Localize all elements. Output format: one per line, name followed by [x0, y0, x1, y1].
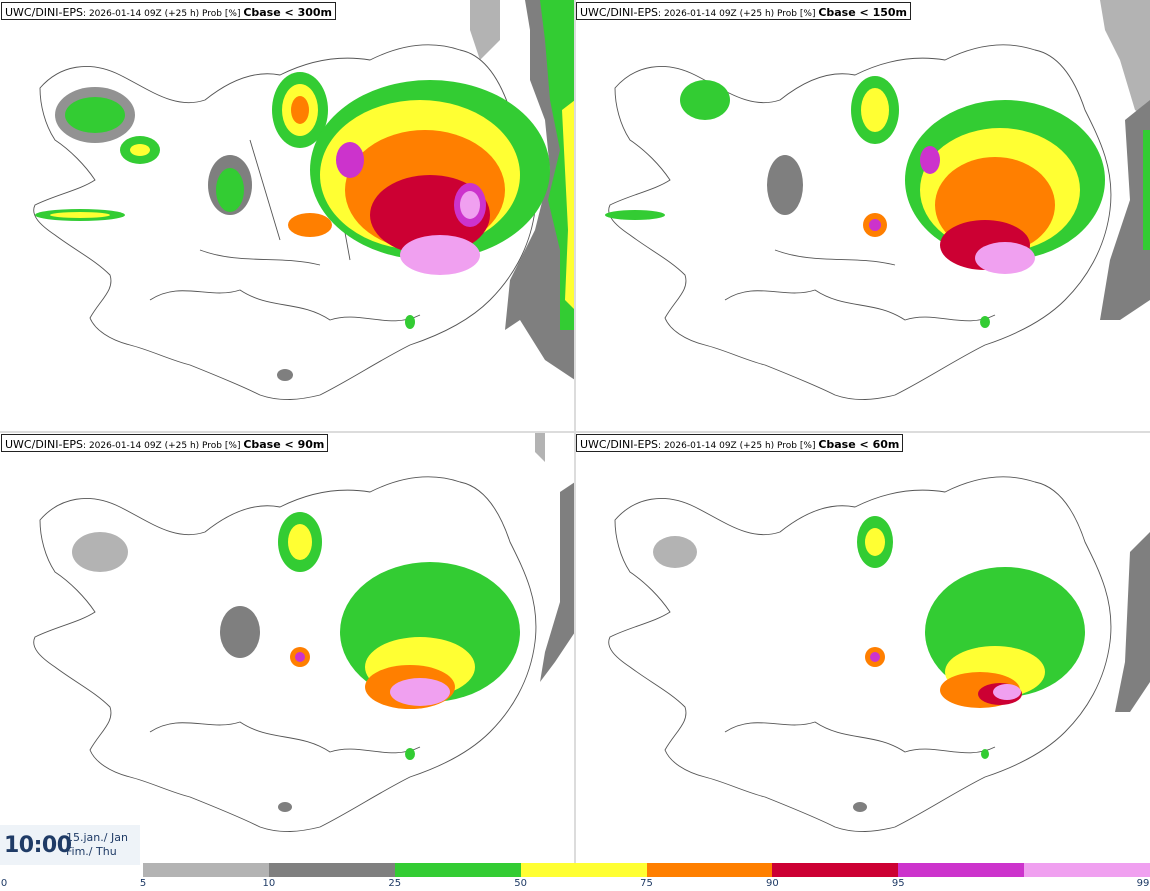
map-panel-cbase-300m: UWC/DINI-EPS: 2026-01-14 09Z (+25 h) Pro… — [0, 0, 575, 432]
variable-label: Cbase < 150m — [818, 6, 907, 19]
map-panel-cbase-150m: UWC/DINI-EPS: 2026-01-14 09Z (+25 h) Pro… — [575, 0, 1150, 432]
probability-field — [653, 516, 1085, 812]
iceland-coastline — [33, 476, 537, 832]
model-label: UWC/DINI-EPS — [580, 6, 659, 19]
variable-label: Cbase < 60m — [818, 438, 900, 451]
probability-field — [72, 512, 520, 812]
valid-date: 15.jan./ Jan Fim./ Thu — [66, 831, 128, 859]
iceland-probability-map — [33, 0, 575, 400]
probability-colorbar — [143, 863, 1150, 877]
panel-title: UWC/DINI-EPS: 2026-01-14 09Z (+25 h) Pro… — [576, 2, 911, 20]
valid-time: 10:00 — [4, 833, 72, 858]
east-ocean-field — [1100, 0, 1150, 320]
model-label: UWC/DINI-EPS — [580, 438, 659, 451]
map-panel-cbase-60m: UWC/DINI-EPS: 2026-01-14 09Z (+25 h) Pro… — [575, 432, 1150, 864]
colorbar-tick-label: 0 — [0, 878, 8, 889]
east-ocean-field — [535, 432, 575, 682]
colorbar-segment — [898, 863, 1025, 877]
colorbar-tick-label: 50 — [514, 878, 527, 889]
valid-date-line2: Fim./ Thu — [66, 845, 117, 858]
probability-field — [605, 76, 1105, 328]
colorbar-segment — [1024, 863, 1150, 877]
colorbar-segment — [268, 863, 395, 877]
map-panel-cbase-90m: UWC/DINI-EPS: 2026-01-14 09Z (+25 h) Pro… — [0, 432, 575, 864]
colorbar-segment — [646, 863, 773, 877]
colorbar-tick-label: 99 — [1136, 878, 1150, 889]
probability-field — [35, 72, 550, 381]
colorbar-segment — [143, 863, 269, 877]
colorbar-segment — [772, 863, 899, 877]
run-info: : 2026-01-14 09Z (+25 h) Prob [%] — [658, 9, 819, 19]
iceland-probability-map — [605, 0, 1150, 400]
variable-label: Cbase < 90m — [243, 438, 325, 451]
run-info: : 2026-01-14 09Z (+25 h) Prob [%] — [658, 441, 819, 451]
run-info: : 2026-01-14 09Z (+25 h) Prob [%] — [83, 441, 244, 451]
iceland-coastline — [608, 44, 1112, 400]
colorbar-tick-label: 25 — [388, 878, 402, 889]
panel-divider-horizontal — [0, 431, 1150, 433]
iceland-probability-map — [608, 476, 1150, 832]
panel-title: UWC/DINI-EPS: 2026-01-14 09Z (+25 h) Pro… — [1, 434, 329, 452]
colorbar-tick-label: 5 — [139, 878, 147, 889]
colorbar-tick-label: 75 — [640, 878, 653, 889]
valid-time-box — [0, 825, 140, 865]
model-label: UWC/DINI-EPS — [5, 438, 84, 451]
iceland-coastline — [608, 476, 1112, 832]
colorbar-tick-label: 10 — [262, 878, 276, 889]
model-label: UWC/DINI-EPS — [5, 6, 84, 19]
colorbar-segment — [520, 863, 647, 877]
run-info: : 2026-01-14 09Z (+25 h) Prob [%] — [83, 9, 244, 19]
panel-title: UWC/DINI-EPS: 2026-01-14 09Z (+25 h) Pro… — [1, 2, 336, 20]
iceland-probability-map — [33, 432, 575, 832]
colorbar-tick-label: 95 — [891, 878, 905, 889]
east-ocean-field — [470, 0, 575, 380]
panel-title: UWC/DINI-EPS: 2026-01-14 09Z (+25 h) Pro… — [576, 434, 904, 452]
variable-label: Cbase < 300m — [243, 6, 332, 19]
valid-date-line1: 15.jan./ Jan — [66, 831, 128, 844]
colorbar-segment — [394, 863, 521, 877]
colorbar-tick-label: 90 — [766, 878, 779, 889]
east-ocean-field — [1115, 532, 1150, 712]
